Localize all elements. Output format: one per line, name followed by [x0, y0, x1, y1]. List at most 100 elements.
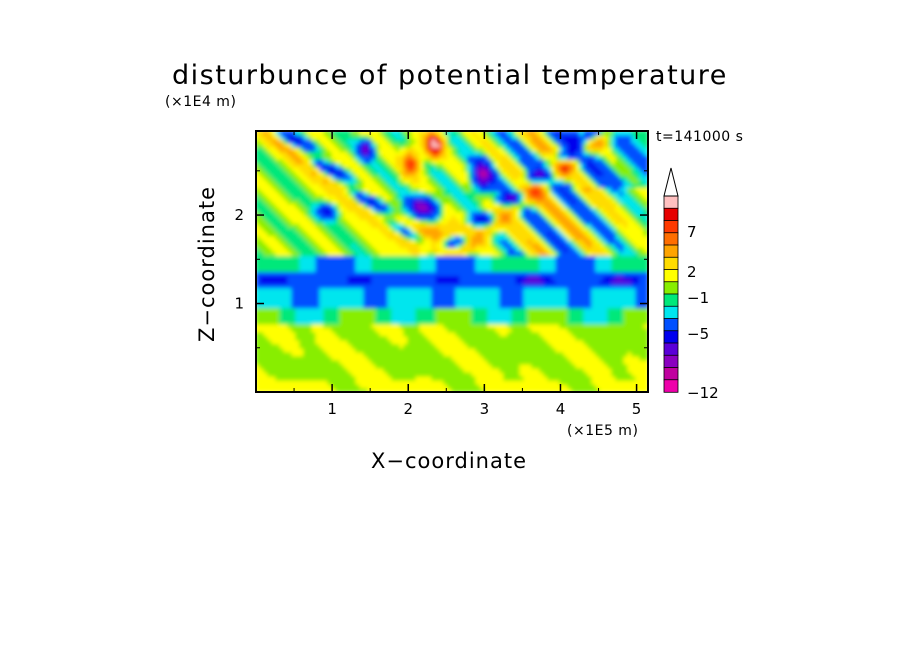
field-cell [415, 146, 421, 152]
field-cell [283, 282, 289, 289]
field-cell [375, 222, 381, 228]
field-cell [483, 198, 489, 204]
field-cell [315, 323, 321, 329]
field-cell [543, 278, 549, 285]
field-cell [467, 131, 473, 136]
field-cell [295, 150, 301, 156]
field-cell [447, 367, 453, 373]
field-cell [343, 206, 349, 212]
field-cell [559, 178, 565, 184]
field-cell [371, 230, 377, 236]
field-cell [379, 383, 385, 389]
field-cell [511, 331, 517, 337]
field-cell [543, 363, 549, 369]
field-cell [319, 170, 325, 176]
field-cell [523, 222, 529, 228]
field-cell [543, 162, 549, 168]
field-cell [303, 319, 309, 325]
field-cell [399, 142, 405, 148]
field-cell [407, 246, 413, 253]
field-cell [387, 311, 393, 317]
field-cell [479, 331, 485, 337]
field-cell [559, 367, 565, 373]
field-cell [367, 291, 373, 297]
field-cell [487, 131, 493, 136]
field-cell [371, 150, 377, 156]
field-cell [375, 258, 381, 265]
field-cell [295, 258, 301, 265]
field-cell [535, 387, 541, 392]
field-cell [531, 222, 537, 228]
field-cell [307, 339, 313, 345]
field-cell [371, 134, 377, 140]
field-cell [283, 343, 289, 349]
field-cell [315, 146, 321, 152]
field-cell [295, 270, 301, 277]
field-cell [351, 363, 357, 369]
field-cell [439, 343, 445, 349]
field-cell [495, 166, 501, 172]
field-cell [507, 383, 513, 389]
field-cell [535, 379, 541, 385]
field-cell [331, 238, 337, 245]
field-cell [551, 299, 557, 305]
field-cell [451, 315, 457, 321]
field-cell [467, 154, 473, 160]
field-cell [495, 174, 501, 180]
field-cell [283, 355, 289, 361]
field-cell [291, 222, 297, 228]
field-cell [375, 335, 381, 341]
field-cell [499, 262, 505, 269]
field-cell [555, 138, 561, 144]
field-cell [351, 367, 357, 373]
field-cell [427, 363, 433, 369]
field-cell [343, 359, 349, 365]
field-cell [303, 343, 309, 349]
field-cell [499, 178, 505, 184]
field-cell [303, 186, 309, 192]
field-cell [387, 351, 393, 357]
field-cell [275, 331, 281, 337]
field-cell [539, 383, 545, 389]
field-cell [327, 238, 333, 245]
field-cell [555, 278, 561, 285]
field-cell [539, 174, 545, 180]
field-cell [355, 299, 361, 305]
field-cell [499, 138, 505, 144]
field-cell [419, 367, 425, 373]
field-cell [475, 291, 481, 297]
field-cell [479, 278, 485, 285]
field-cell [391, 351, 397, 357]
field-cell [307, 387, 313, 392]
field-cell [267, 250, 273, 257]
field-cell [335, 299, 341, 305]
field-cell [415, 299, 421, 305]
field-cell [443, 355, 449, 361]
field-cell [543, 375, 549, 381]
field-cell [463, 387, 469, 392]
field-cell [479, 250, 485, 257]
field-cell [299, 282, 305, 289]
field-cell [459, 134, 465, 140]
field-cell [407, 194, 413, 200]
field-cell [459, 323, 465, 329]
field-cell [431, 166, 437, 172]
field-cell [559, 291, 565, 297]
field-cell [271, 146, 277, 152]
field-cell [451, 250, 457, 257]
field-cell [487, 258, 493, 265]
field-cell [355, 226, 361, 232]
field-cell [291, 206, 297, 212]
field-cell [507, 375, 513, 381]
field-cell [327, 218, 333, 224]
field-cell [483, 190, 489, 196]
field-cell [291, 186, 297, 192]
field-cell [315, 138, 321, 144]
field-cell [507, 222, 513, 228]
field-cell [495, 339, 501, 345]
field-cell [347, 198, 353, 204]
field-cell [315, 379, 321, 385]
field-cell [307, 307, 313, 313]
field-cell [487, 158, 493, 164]
field-cell [459, 186, 465, 192]
